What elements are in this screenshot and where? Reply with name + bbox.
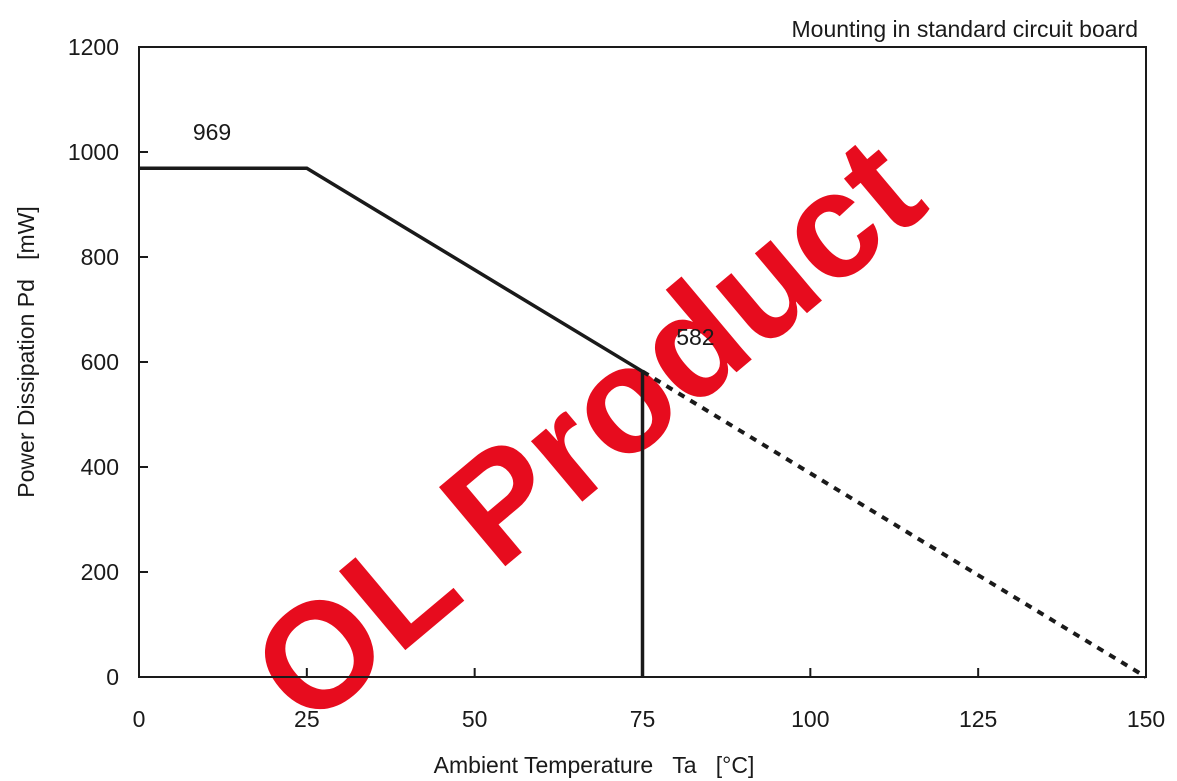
x-tick-label: 100 [791, 706, 829, 732]
x-tick-label: 25 [294, 706, 320, 732]
series-layer [139, 166, 1148, 679]
y-axis-ticks: 0 200 400 600 800 1000 1200 [68, 34, 148, 690]
x-tick-label: 150 [1127, 706, 1165, 732]
x-tick-label: 75 [630, 706, 656, 732]
y-tick-label: 1000 [68, 139, 119, 165]
x-tick-label: 50 [462, 706, 488, 732]
y-tick-label: 600 [81, 349, 119, 375]
derating-line [139, 166, 645, 677]
x-axis-title: Ambient Temperature Ta [°C] [434, 752, 755, 778]
value-annotation: 582 [676, 324, 714, 350]
watermark-layer: OL Product [221, 104, 953, 756]
watermark-text: OL Product [221, 104, 953, 756]
y-axis-title: Power Dissipation Pd [mW] [13, 206, 39, 497]
x-tick-label: 0 [133, 706, 146, 732]
x-tick-label: 125 [959, 706, 997, 732]
y-tick-label: 200 [81, 559, 119, 585]
x-axis-ticks: 0 25 50 75 100 125 150 [133, 668, 1165, 732]
value-annotation: 969 [193, 119, 231, 145]
y-tick-label: 400 [81, 454, 119, 480]
y-tick-label: 0 [106, 664, 119, 690]
annotation-layer: 969 582 [193, 119, 715, 350]
y-tick-label: 800 [81, 244, 119, 270]
derating-extension-line [641, 369, 1148, 679]
chart-subtitle: Mounting in standard circuit board [792, 16, 1138, 42]
y-tick-label: 1200 [68, 34, 119, 60]
